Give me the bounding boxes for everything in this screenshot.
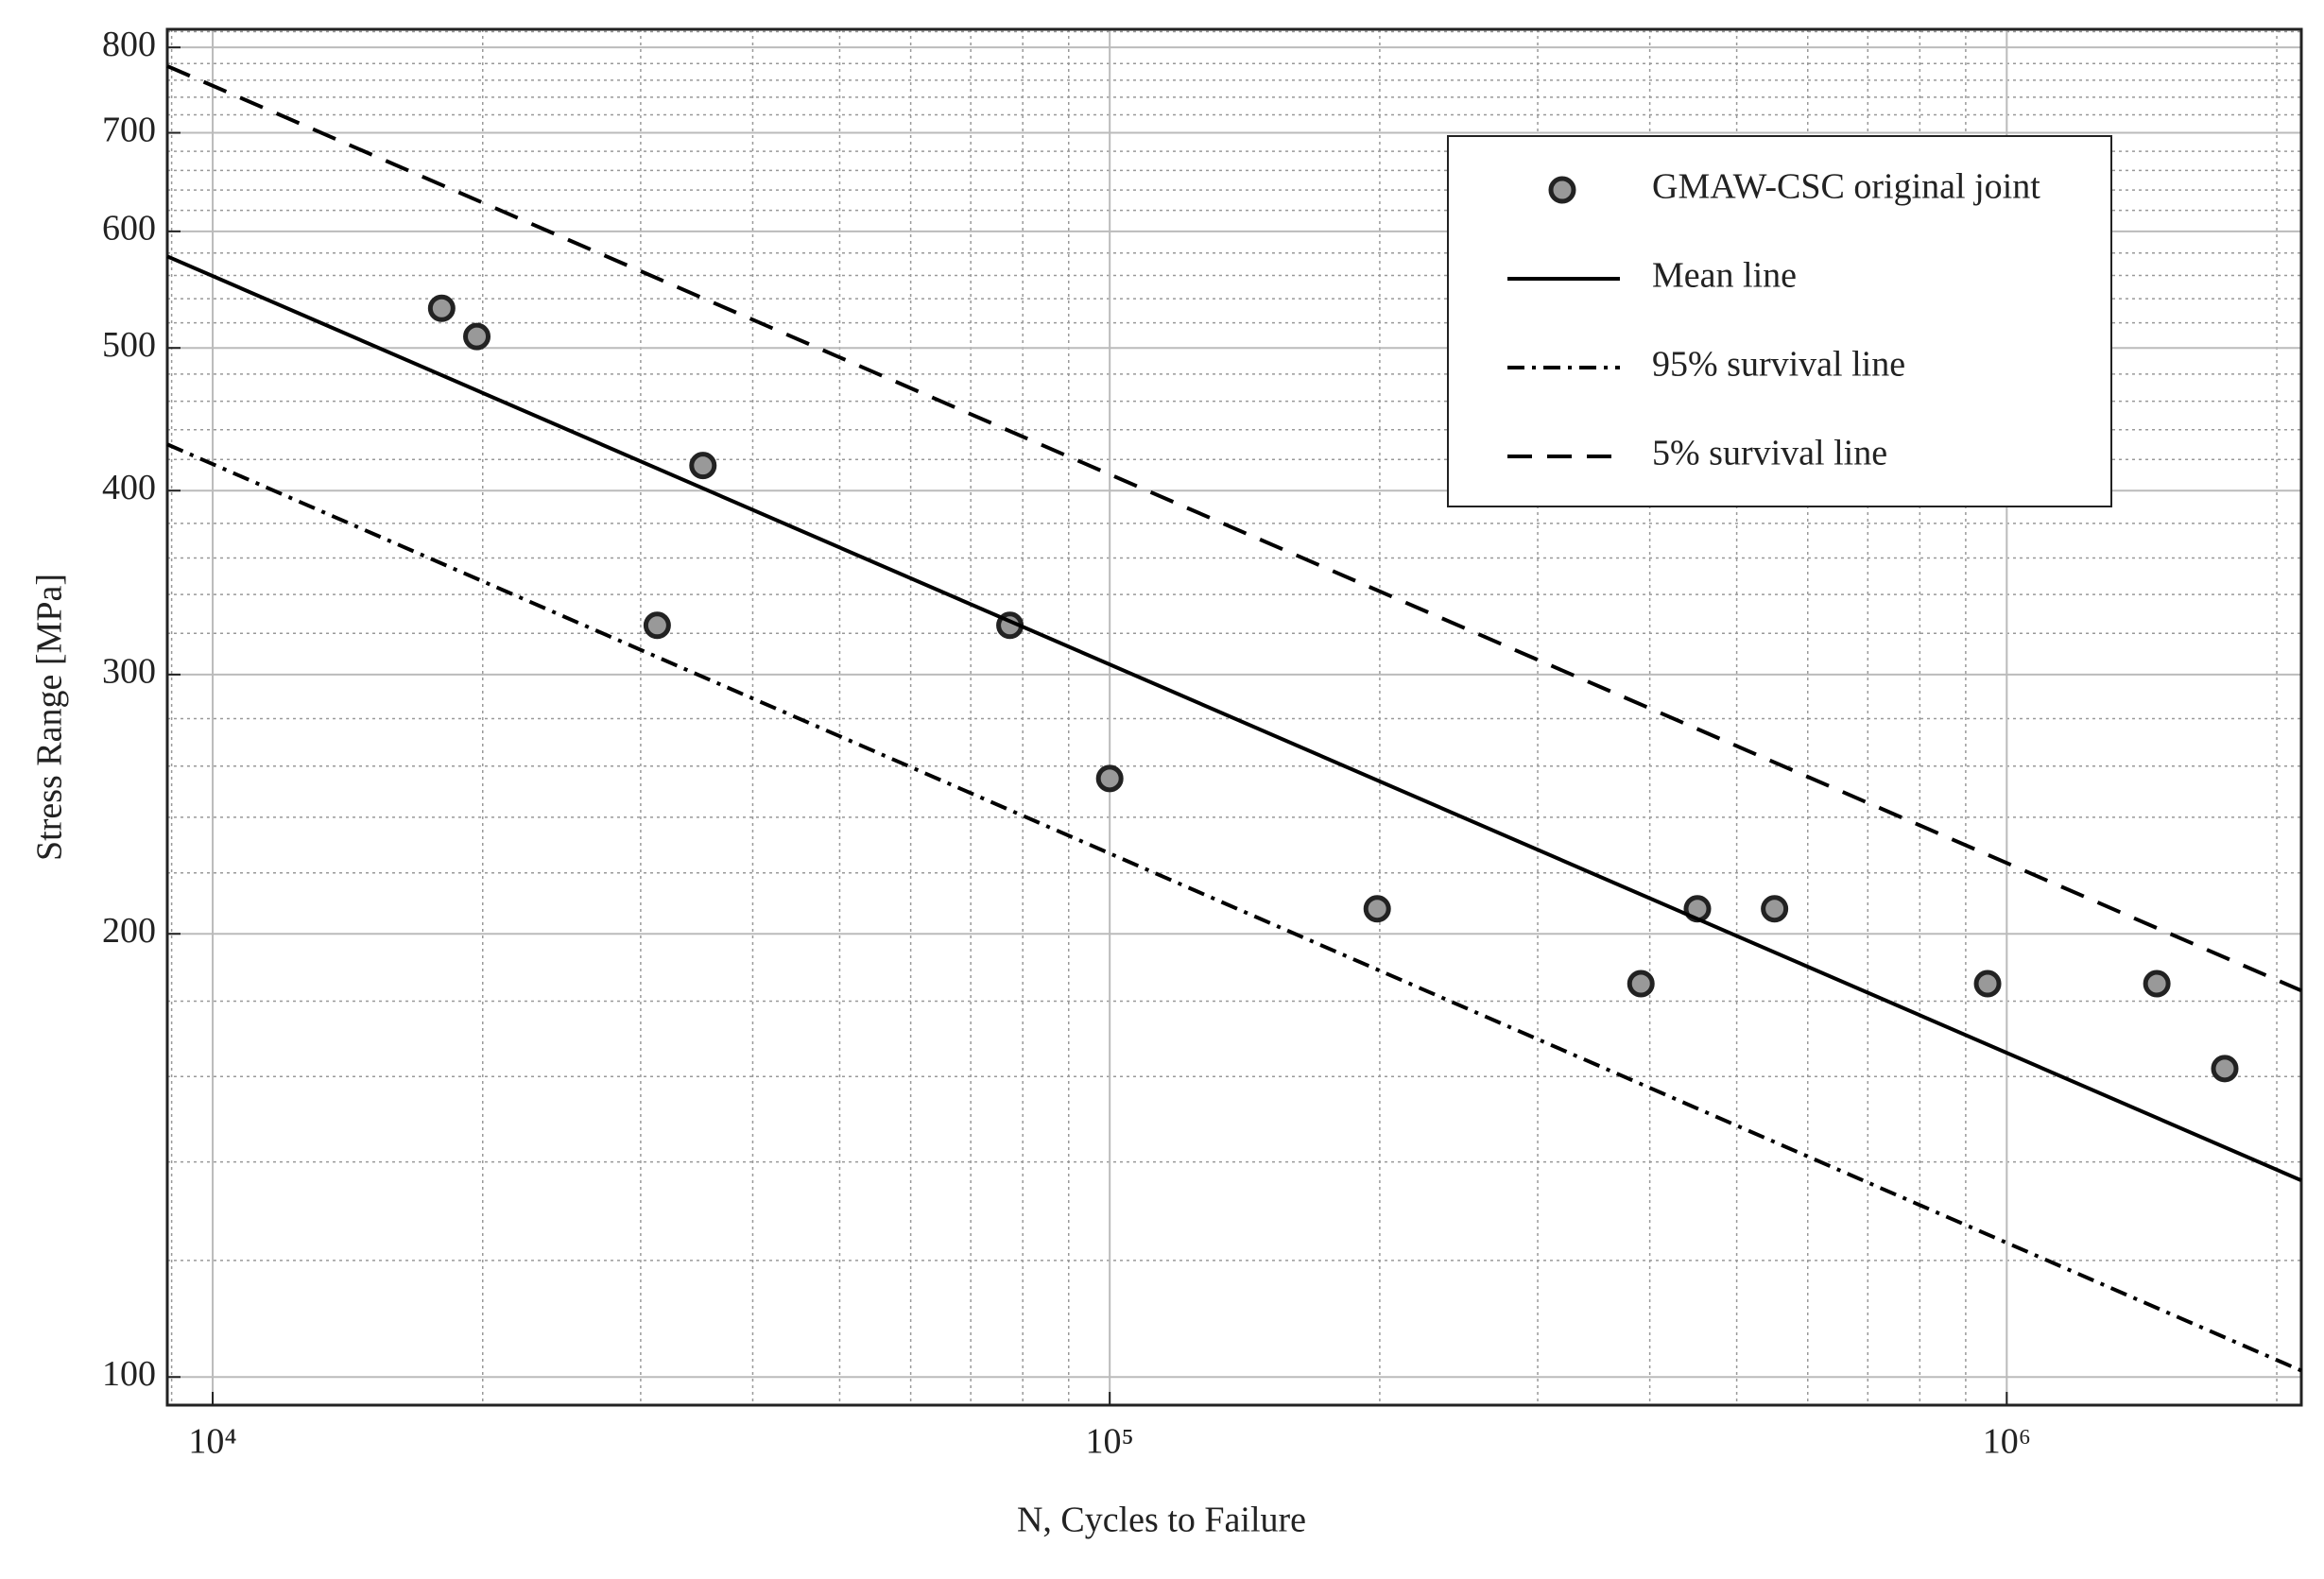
series-line	[166, 254, 2302, 1183]
y-tick-label: 700	[102, 110, 156, 149]
marker	[427, 294, 456, 322]
legend-label: 95% survival line	[1652, 345, 1905, 385]
legend-symbol	[1548, 176, 1576, 204]
legend-label: 5% survival line	[1652, 434, 1887, 473]
series-line	[166, 64, 2302, 993]
y-tick-label: 800	[102, 25, 156, 64]
x-tick-label: 10⁶	[1983, 1422, 2031, 1462]
series-line	[166, 442, 2302, 1373]
marker	[1627, 970, 1655, 998]
y-axis-label: Stress Range [MPa]	[30, 574, 70, 861]
marker	[463, 322, 491, 351]
y-tick-label: 400	[102, 468, 156, 507]
legend-label: GMAW-CSC original joint	[1652, 167, 2040, 207]
marker	[689, 452, 717, 480]
y-tick-label: 500	[102, 325, 156, 365]
marker	[1095, 764, 1124, 793]
y-tick-label: 100	[102, 1354, 156, 1394]
marker	[2211, 1055, 2239, 1083]
marker	[643, 611, 671, 640]
x-axis-label: N, Cycles to Failure	[1017, 1501, 1306, 1540]
plot-frame	[165, 27, 2303, 1407]
legend-label: Mean line	[1652, 256, 1797, 296]
x-tick-label: 10⁵	[1086, 1422, 1134, 1462]
marker	[2143, 970, 2171, 998]
marker	[1363, 895, 1391, 923]
grid	[167, 29, 2301, 1405]
y-tick-label: 200	[102, 911, 156, 951]
y-tick-label: 300	[102, 652, 156, 692]
legend: GMAW-CSC original joint Mean line 95% surv…	[1447, 135, 2112, 507]
y-tick-label: 600	[102, 209, 156, 249]
marker	[1973, 970, 2002, 998]
x-tick-label: 10⁴	[188, 1422, 236, 1462]
marker	[1761, 895, 1789, 923]
